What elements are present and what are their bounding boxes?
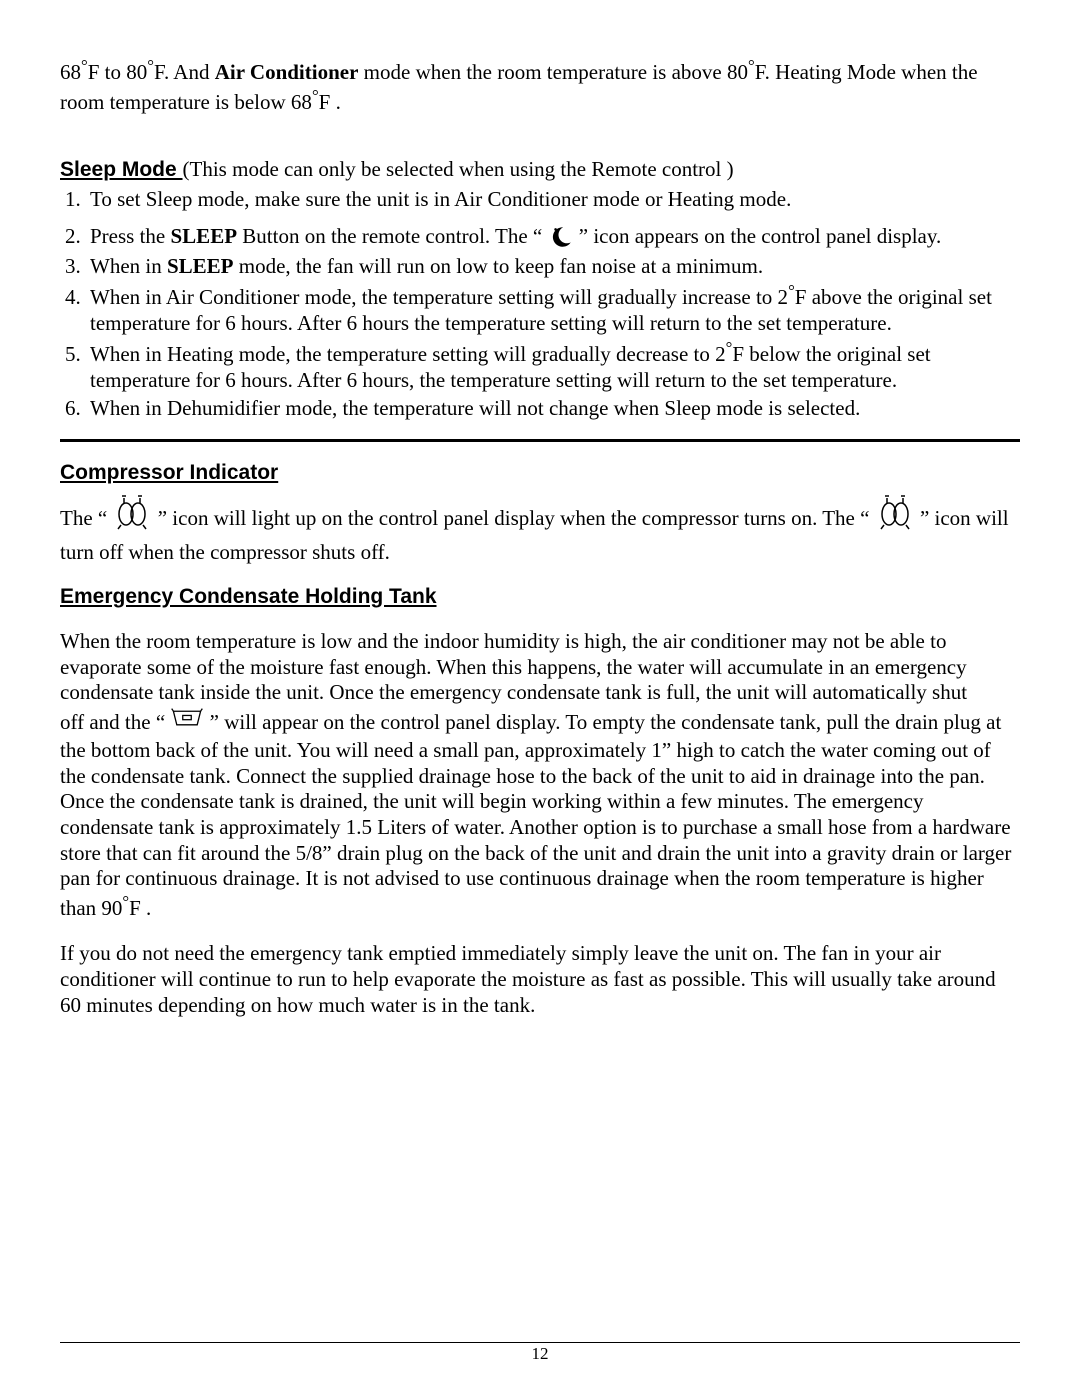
condensate-tank-p2: off and the “ ” will appear on the contr… xyxy=(60,710,1020,921)
text: ” will appear on the control panel displ… xyxy=(60,710,1011,920)
text: ” icon will light up on the control pane… xyxy=(152,506,874,530)
tank-full-icon xyxy=(170,704,204,732)
text: F. Heating Mode when xyxy=(755,60,947,84)
sleep-item-3: When in SLEEP mode, the fan will run on … xyxy=(86,254,1020,280)
compressor-indicator-heading: Compressor Indicator xyxy=(60,460,1020,486)
sleep-bold: SLEEP xyxy=(167,254,234,278)
condensate-tank-heading: Emergency Condensate Holding Tank xyxy=(60,584,1020,610)
text: F to 80 xyxy=(88,60,148,84)
intro-line1: 68°F to 80°F. And Air Conditioner mode w… xyxy=(60,56,1020,115)
text: 68 xyxy=(60,60,81,84)
text: When in Heating mode, the temperature se… xyxy=(90,342,726,366)
degree-mark: ° xyxy=(748,56,755,75)
sleep-item-4: When in Air Conditioner mode, the temper… xyxy=(86,281,1020,336)
sleep-bold: SLEEP xyxy=(171,224,238,248)
document-page: 68°F to 80°F. And Air Conditioner mode w… xyxy=(0,0,1080,1397)
moon-icon xyxy=(548,224,574,250)
text: Button on the remote control. The “ xyxy=(237,224,547,248)
text: mode when the room temperature is above … xyxy=(358,60,748,84)
text: Press the xyxy=(90,224,171,248)
compressor-indicator-text: The “ ” icon will light up on the contro… xyxy=(60,500,1020,566)
sleep-item-5: When in Heating mode, the temperature se… xyxy=(86,338,1020,393)
text: F. And xyxy=(154,60,215,84)
degree-mark: ° xyxy=(312,86,319,105)
sleep-mode-list: To set Sleep mode, make sure the unit is… xyxy=(60,187,1020,421)
condensate-tank-p3: If you do not need the emergency tank em… xyxy=(60,941,1020,1018)
footer-rule xyxy=(60,1342,1020,1343)
text: off and the “ xyxy=(60,710,170,734)
compressor-icon xyxy=(875,492,915,532)
degree-mark: ° xyxy=(788,281,795,300)
sleep-item-6: When in Dehumidifier mode, the temperatu… xyxy=(86,396,1020,422)
sleep-item-2: Press the SLEEP Button on the remote con… xyxy=(86,224,1020,251)
text: mode, the fan will run on low to keep fa… xyxy=(234,254,764,278)
sleep-mode-heading-line: Sleep Mode (This mode can only be select… xyxy=(60,157,1020,183)
air-conditioner-bold: Air Conditioner xyxy=(215,60,359,84)
section-divider xyxy=(60,439,1020,442)
sleep-mode-heading: Sleep Mode xyxy=(60,158,183,181)
degree-mark: ° xyxy=(81,56,88,75)
text: ” icon appears on the control panel disp… xyxy=(574,224,942,248)
degree-mark: ° xyxy=(147,56,154,75)
text: To set Sleep mode, make sure the unit is… xyxy=(90,187,791,211)
text: When in xyxy=(90,254,167,278)
sleep-item-1: To set Sleep mode, make sure the unit is… xyxy=(86,187,1020,213)
text: F . xyxy=(129,896,151,920)
text: The “ xyxy=(60,506,112,530)
text: When in Dehumidifier mode, the temperatu… xyxy=(90,396,860,420)
text: F . xyxy=(319,90,341,114)
sleep-mode-heading-tail: (This mode can only be selected when usi… xyxy=(183,157,734,181)
compressor-icon xyxy=(112,492,152,532)
page-number: 12 xyxy=(0,1344,1080,1365)
condensate-tank-p1: When the room temperature is low and the… xyxy=(60,629,1020,706)
text: When in Air Conditioner mode, the temper… xyxy=(90,285,788,309)
